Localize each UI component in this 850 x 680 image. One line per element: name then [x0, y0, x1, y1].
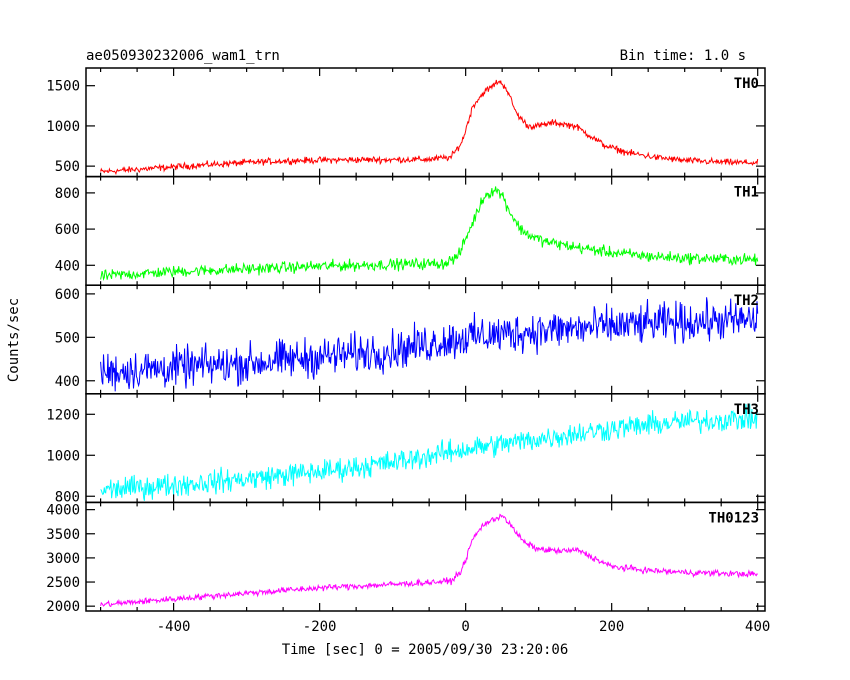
panel-frame [85, 501, 766, 612]
panel-label: TH1 [734, 185, 759, 201]
panel-label: TH0 [734, 76, 759, 92]
y-tick-label: 400 [55, 374, 80, 390]
y-tick-label: 1500 [46, 79, 80, 95]
series-th0123 [100, 513, 758, 607]
panel-th0123: 2000 2500 3000 3500 4000 TH0123 [46, 501, 766, 615]
y-tick-label: 800 [55, 489, 80, 505]
y-tick-label: 1000 [46, 119, 80, 135]
panel-th2: 400 500 600 TH2 [55, 284, 766, 395]
y-tick-label: 3500 [46, 527, 80, 543]
bin-time-label: Bin time: 1.0 s [620, 48, 746, 64]
y-tick-label: 3000 [46, 551, 80, 567]
y-tick-label: 400 [55, 258, 80, 274]
x-tick-label: 400 [745, 619, 770, 635]
y-tick-label: 2000 [46, 599, 80, 615]
x-tick-label: 0 [461, 619, 469, 635]
panel-label: TH3 [734, 402, 759, 418]
y-tick-label: 1000 [46, 448, 80, 464]
series-th3 [100, 403, 758, 501]
y-tick-label: 4000 [46, 503, 80, 519]
panel-th1: 400 600 800 TH1 [55, 175, 766, 286]
y-tick-label: 500 [55, 330, 80, 346]
panels-group: 500 1000 1500 TH0 400 600 800 TH1 400 500 600 TH2 80… [46, 67, 770, 635]
series-th0 [100, 79, 759, 176]
y-tick-label: 600 [55, 287, 80, 303]
y-tick-label: 600 [55, 222, 80, 238]
panel-th3: 800 1000 1200 TH3 [46, 393, 766, 505]
series-th2 [100, 297, 759, 392]
panel-label: TH2 [734, 293, 759, 309]
y-axis-label: Counts/sec [6, 298, 22, 382]
x-tick-label: -400 [157, 619, 191, 635]
x-tick-label: 200 [599, 619, 624, 635]
x-tick-label: -200 [303, 619, 337, 635]
panel-frame [85, 175, 766, 286]
chart-title: ae050930232006_wam1_trn [86, 48, 280, 64]
y-tick-label: 2500 [46, 575, 80, 591]
panel-label: TH0123 [708, 510, 759, 526]
y-tick-label: 1200 [46, 407, 80, 423]
panel-th0: 500 1000 1500 TH0 [46, 67, 766, 178]
x-axis-label: Time [sec] 0 = 2005/09/30 23:20:06 [282, 642, 569, 658]
y-tick-label: 500 [55, 159, 80, 175]
series-th1 [100, 186, 759, 282]
y-tick-label: 800 [55, 186, 80, 202]
